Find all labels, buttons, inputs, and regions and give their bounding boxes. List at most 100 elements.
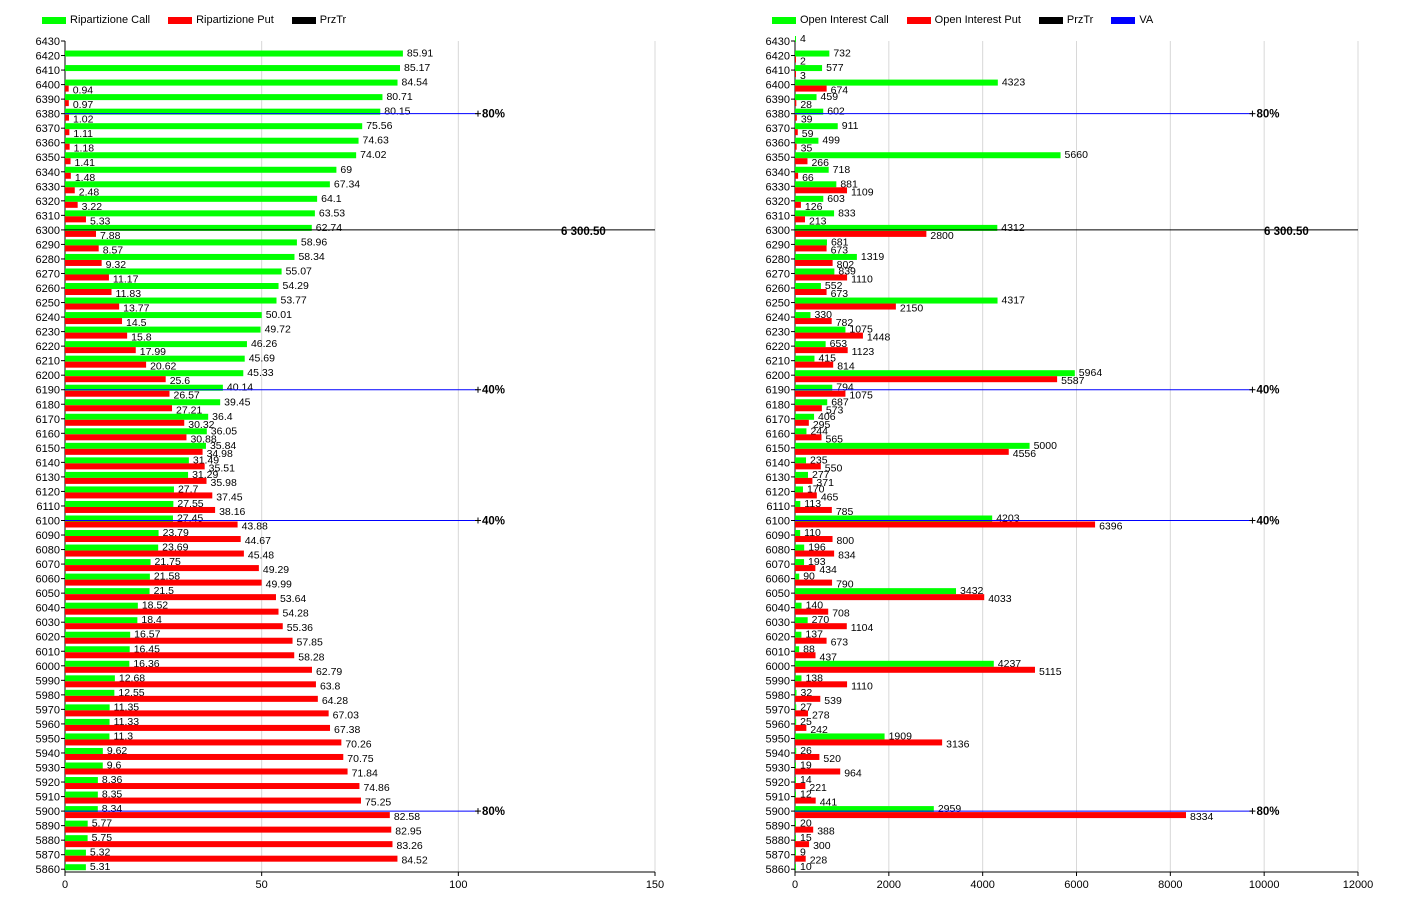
- put-bar: [65, 637, 293, 644]
- strike-label: 5860: [36, 864, 60, 876]
- put-value-label: 13.77: [123, 303, 149, 315]
- put-bar: [65, 492, 213, 499]
- x-tick-label: 10000: [1249, 879, 1280, 891]
- strike-label: 6000: [766, 661, 790, 673]
- strike-label: 6180: [36, 399, 60, 411]
- put-value-label: 1448: [867, 332, 891, 344]
- put-value-label: 3.22: [82, 201, 103, 213]
- call-bar: [795, 65, 823, 72]
- put-value-label: 3: [800, 70, 806, 82]
- call-bar: [65, 137, 359, 144]
- strike-label: 6410: [36, 65, 60, 77]
- call-value-label: 5964: [1079, 367, 1103, 379]
- call-value-label: 54.29: [283, 280, 309, 292]
- call-value-label: 732: [833, 48, 851, 60]
- call-bar: [795, 733, 885, 740]
- legend-label: VA: [1139, 14, 1154, 26]
- call-bar: [795, 747, 797, 754]
- put-bar: [795, 361, 834, 368]
- put-value-label: 15.8: [131, 332, 152, 344]
- put-value-label: 64.28: [322, 695, 348, 707]
- strike-label: 6190: [766, 385, 790, 397]
- strike-label: 5950: [36, 733, 60, 745]
- put-bar: [795, 492, 817, 499]
- put-value-label: 34.98: [207, 448, 233, 460]
- call-value-label: 74.02: [360, 149, 386, 161]
- call-bar: [795, 515, 993, 522]
- put-bar: [795, 303, 896, 310]
- strike-label: 6040: [766, 603, 790, 615]
- put-bar: [65, 419, 185, 426]
- put-value-label: 800: [837, 535, 855, 547]
- put-bar: [795, 695, 821, 702]
- strike-label: 5970: [36, 704, 60, 716]
- legend-swatch: [1111, 16, 1136, 24]
- put-value-label: 221: [809, 782, 827, 794]
- call-value-label: 88: [803, 643, 815, 655]
- strike-label: 6120: [36, 486, 60, 498]
- call-value-label: 603: [827, 193, 845, 205]
- put-bar: [795, 681, 848, 688]
- put-value-label: 300: [813, 840, 831, 852]
- put-bar: [795, 245, 827, 252]
- call-value-label: 55.07: [286, 265, 312, 277]
- put-bar: [65, 666, 312, 673]
- legend-label: Open Interest Call: [800, 14, 889, 26]
- put-value-label: 371: [816, 477, 834, 489]
- strike-label: 6250: [766, 298, 790, 310]
- call-bar: [795, 108, 824, 115]
- call-bar: [795, 50, 830, 57]
- call-bar: [795, 239, 827, 246]
- put-value-label: 84.52: [401, 855, 427, 867]
- strike-label: 6390: [766, 94, 790, 106]
- strike-label: 6020: [36, 632, 60, 644]
- call-bar: [65, 762, 103, 769]
- strike-label: 5990: [766, 675, 790, 687]
- put-bar: [795, 841, 810, 848]
- strike-label: 6420: [36, 51, 60, 63]
- call-value-label: 50.01: [266, 309, 292, 321]
- legend-swatch: [772, 16, 796, 24]
- call-value-label: 67.34: [334, 178, 360, 190]
- call-bar: [795, 806, 934, 813]
- strike-label: 6010: [766, 646, 790, 658]
- put-bar: [65, 753, 344, 760]
- call-bar: [65, 428, 207, 435]
- call-bar: [65, 341, 247, 348]
- call-value-label: 5660: [1065, 149, 1089, 161]
- call-bar: [65, 195, 318, 202]
- strike-label: 6260: [766, 283, 790, 295]
- strike-label: 5910: [766, 792, 790, 804]
- put-bar: [795, 565, 816, 572]
- strike-label: 6240: [36, 312, 60, 324]
- call-value-label: 25: [800, 716, 812, 728]
- strike-label: 6140: [766, 457, 790, 469]
- call-bar: [65, 704, 110, 711]
- put-bar: [65, 114, 70, 121]
- call-bar: [795, 123, 838, 130]
- call-bar: [65, 646, 130, 653]
- put-value-label: 44.67: [245, 535, 271, 547]
- call-value-label: 53.77: [280, 295, 306, 307]
- strike-label: 6070: [766, 559, 790, 571]
- put-value-label: 59: [802, 128, 814, 140]
- put-bar: [65, 565, 259, 572]
- call-value-label: 36.4: [212, 411, 233, 423]
- put-value-label: 1.41: [75, 157, 96, 169]
- put-bar: [65, 361, 147, 368]
- strike-label: 5930: [766, 763, 790, 775]
- put-value-label: 539: [824, 695, 842, 707]
- put-bar: [65, 259, 102, 266]
- call-value-label: 84.54: [402, 77, 428, 89]
- put-bar: [795, 506, 832, 513]
- call-bar: [65, 166, 337, 173]
- put-value-label: 388: [817, 826, 835, 838]
- call-bar: [795, 210, 835, 217]
- strike-label: 6060: [36, 574, 60, 586]
- call-value-label: 27: [800, 701, 812, 713]
- put-bar: [65, 332, 128, 339]
- strike-label: 6080: [766, 545, 790, 557]
- strike-label: 6120: [766, 486, 790, 498]
- call-value-label: 552: [825, 280, 843, 292]
- call-bar: [795, 195, 824, 202]
